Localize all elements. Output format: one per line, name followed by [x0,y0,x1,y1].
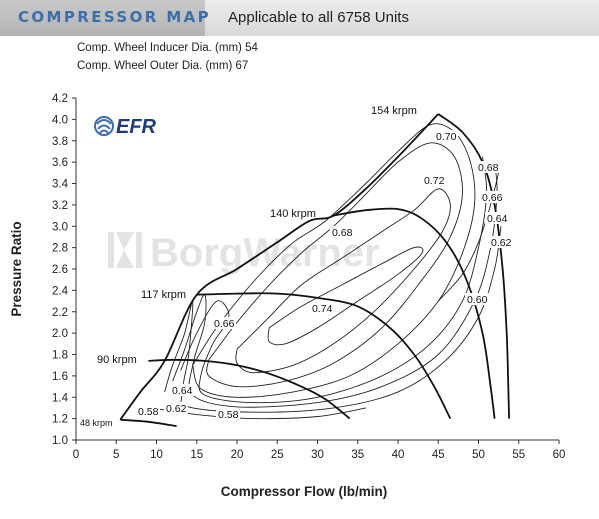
efficiency-label: 0.66 [482,192,503,204]
page-subtitle: Applicable to all 6758 Units [228,9,409,26]
page-title: COMPRESSOR MAP [18,8,212,26]
y-tick-label: 2.0 [52,328,68,340]
x-tick-label: 0 [73,449,79,461]
watermark-text: BorgWarner [150,231,380,275]
x-tick-label: 45 [432,449,445,461]
y-tick-label: 2.8 [52,243,68,255]
borgwarner-logo-icon [108,232,142,268]
speed-line-90-krpm [148,358,351,420]
y-tick-label: 3.2 [52,200,68,212]
efficiency-label-bg [476,161,500,173]
efficiency-label-bg [330,226,354,238]
x-tick-label: 10 [150,449,163,461]
efficiency-contour-0_74 [267,246,424,346]
y-tick-label: 1.6 [52,371,68,383]
y-tick-label: 1.8 [52,350,68,362]
x-tick-label: 50 [472,449,485,461]
x-tick-label: 30 [311,449,324,461]
efficiency-label: 0.58 [138,406,159,418]
efficiency-label-bg [434,130,458,142]
y-tick-label: 1.4 [52,392,69,404]
efficiency-label-bg [216,408,240,420]
efficiency-contour-0_72 [235,188,451,374]
efficiency-label-bg [480,191,504,203]
efficiency-label: 0.68 [332,227,353,239]
efr-logo-text: EFR [116,116,157,138]
x-tick-label: 25 [271,449,284,461]
speed-label: 154 krpm [371,105,417,117]
efficiency-label: 0.66 [214,318,235,330]
efficiency-contour-0_66 [180,156,488,404]
x-tick-label: 5 [113,449,119,461]
header-title-panel [0,0,205,36]
y-tick-label: 1.0 [52,435,68,447]
y-tick-label: 3.8 [52,136,68,148]
efficiency-label: 0.60 [467,294,488,306]
x-tick-label: 60 [553,449,566,461]
spec-inducer-diameter: Comp. Wheel Inducer Dia. (mm) 54 [77,42,258,54]
efficiency-label: 0.64 [172,385,193,397]
x-tick-label: 15 [190,449,203,461]
y-axis-label: Pressure Ratio [9,221,24,316]
y-tick-label: 4.2 [52,93,68,105]
efr-logo: EFR [94,116,157,138]
speed-label: 90 krpm [97,354,137,366]
x-axis-label: Compressor Flow (lb/min) [221,484,388,499]
efficiency-label-bg [422,174,446,186]
efficiency-label: 0.62 [166,403,187,415]
y-tick-label: 1.2 [52,414,68,426]
x-tick-label: 35 [351,449,364,461]
efficiency-label: 0.58 [218,409,239,421]
y-tick-label: 3.4 [52,179,69,191]
efficiency-label-bg [170,384,194,396]
efficiency-contour-0_70 [206,142,463,388]
efficiency-label: 0.62 [491,237,512,249]
efficiency-label: 0.74 [312,303,333,315]
efficiency-label-bg [489,236,513,248]
spec-outer-diameter: Comp. Wheel Outer Dia. (mm) 67 [77,60,249,72]
y-tick-label: 4.0 [52,114,68,126]
speed-label: 48 krpm [80,418,113,428]
speed-label: 140 krpm [270,208,316,220]
surge-line [119,113,439,421]
y-tick-label: 2.2 [52,307,68,319]
y-tick-label: 2.4 [52,285,69,297]
speed-label: 117 krpm [141,289,186,301]
watermark: BorgWarner [108,231,380,275]
efficiency-label: 0.72 [424,175,445,187]
x-tick-label: 55 [512,449,525,461]
speed-line-117-krpm [196,292,452,420]
efficiency-label-bg [485,212,509,224]
speed-line-140-krpm [333,207,496,419]
speed-line-48-krpm [120,418,177,427]
efficiency-contour-0_64 [172,162,498,408]
efficiency-label: 0.68 [478,162,499,174]
y-tick-label: 3.6 [52,157,68,169]
efficiency-label-bg [136,405,160,417]
efr-swirl-icon [94,116,114,136]
y-tick-label: 2.6 [52,264,68,276]
header-banner: COMPRESSOR MAP Applicable to all 6758 Un… [0,0,599,36]
efficiency-contour-0_68 [192,123,476,398]
x-tick-label: 40 [392,449,405,461]
efficiency-label: 0.64 [487,213,508,225]
x-tick-label: 20 [231,449,244,461]
efficiency-label-bg [465,293,489,305]
efficiency-label: 0.70 [436,131,457,143]
efficiency-label-bg [212,317,236,329]
efficiency-label-bg [164,402,188,414]
y-tick-label: 3.0 [52,221,68,233]
efficiency-label-bg [310,302,334,314]
